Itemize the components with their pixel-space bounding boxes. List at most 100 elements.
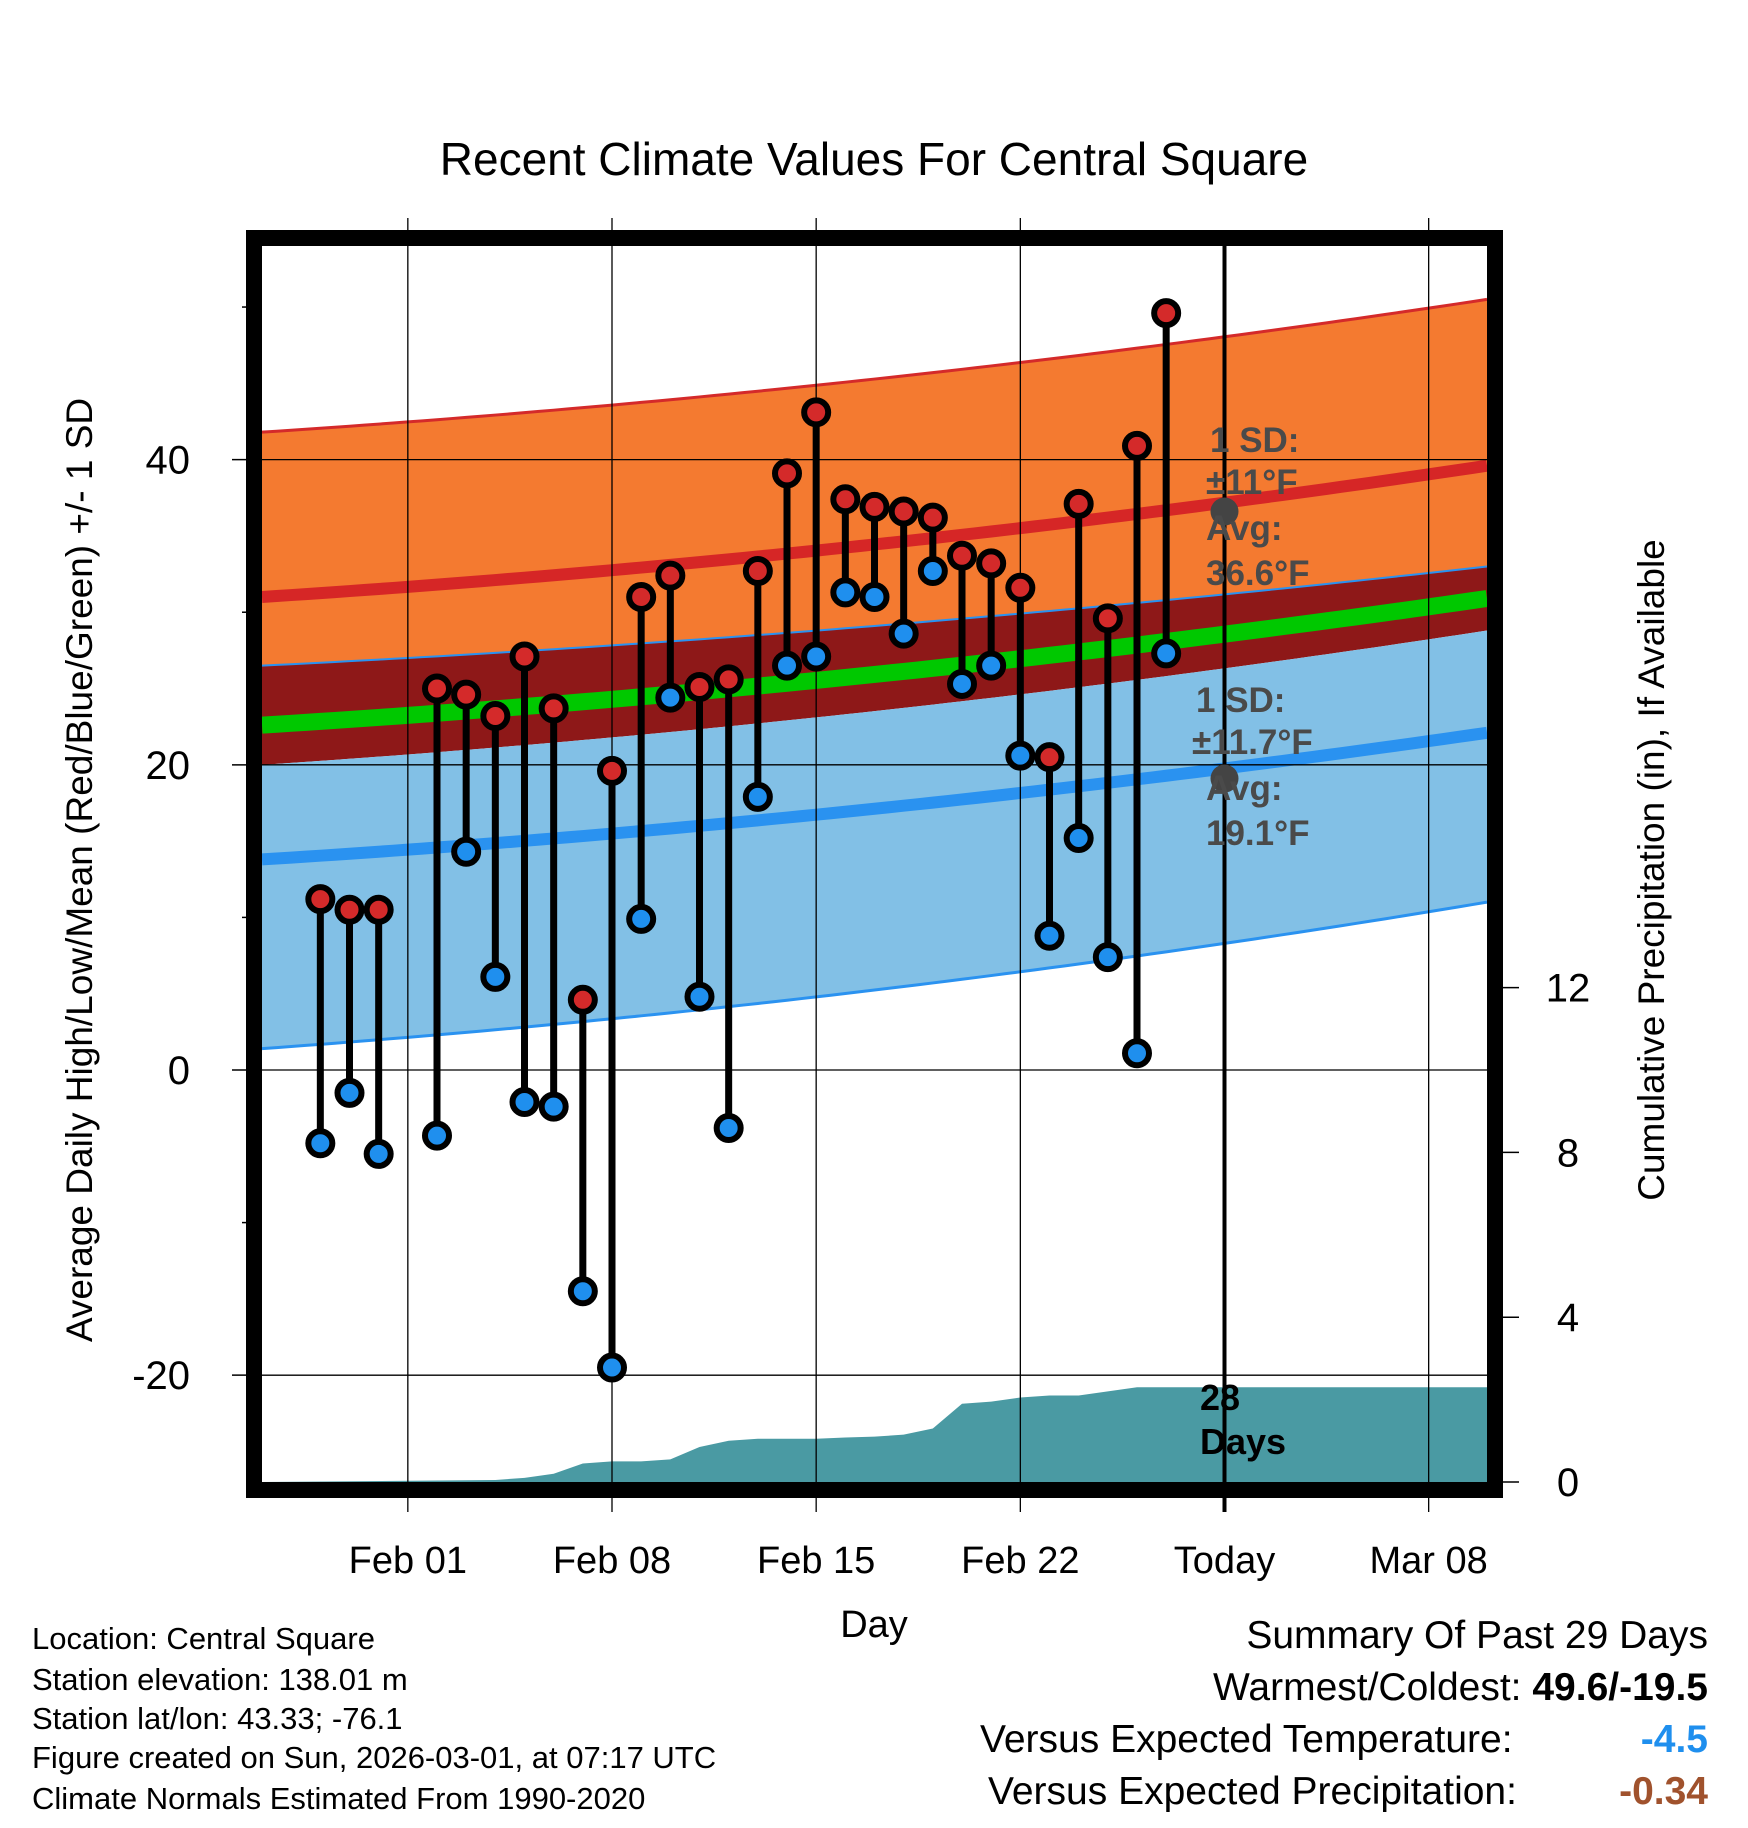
high-point [626, 581, 657, 612]
low-point [1034, 920, 1065, 951]
high-point [334, 894, 365, 925]
footer-latlon: Station lat/lon: 43.33; -76.1 [32, 1701, 403, 1736]
x-tick-label: Today [1174, 1540, 1275, 1582]
y2-tick-label: 12 [1546, 967, 1591, 1011]
footer-location: Location: Central Square [32, 1621, 375, 1656]
y2-axis-label: Cumulative Precipitation (in), If Availa… [1631, 539, 1672, 1201]
y-tick-label: -20 [132, 1354, 190, 1398]
summary-warmest: Warmest/Coldest: 49.6/-19.5 [1213, 1666, 1708, 1710]
x-tick-label: Feb 08 [553, 1540, 671, 1582]
high-point [480, 700, 511, 731]
low-sd-label: 1 SD: [1196, 681, 1285, 720]
high-point [684, 671, 715, 702]
footer-elevation: Station elevation: 138.01 m [32, 1662, 408, 1697]
high-point [772, 458, 802, 489]
low-point [451, 836, 482, 867]
high-point [1005, 572, 1036, 603]
low-point [772, 650, 802, 681]
y-tick-label: 0 [168, 1049, 190, 1093]
low-point [509, 1087, 540, 1118]
y-tick-label: 20 [146, 744, 191, 788]
x-tick-label: Feb 22 [961, 1540, 1079, 1582]
chart-title: Recent Climate Values For Central Square [440, 133, 1308, 185]
high-point [1063, 488, 1094, 519]
high-point [742, 556, 773, 587]
days-count: 28 [1200, 1377, 1240, 1418]
low-point [888, 618, 919, 649]
high-avg-value: 36.6°F [1206, 554, 1310, 593]
low-point [713, 1112, 744, 1143]
y2-tick-label: 0 [1557, 1461, 1579, 1505]
high-avg-label: Avg: [1206, 509, 1282, 548]
low-point [684, 981, 715, 1012]
y2-tick-label: 8 [1557, 1131, 1579, 1175]
high-point [1122, 430, 1152, 461]
high-point [917, 502, 948, 533]
low-point [859, 581, 890, 612]
summary-precip-value: -0.34 [1619, 1770, 1708, 1813]
low-point [1092, 942, 1123, 973]
days-word: Days [1200, 1421, 1286, 1462]
low-point [742, 781, 773, 812]
low-point [480, 961, 511, 992]
high-point [363, 894, 394, 925]
low-point [363, 1138, 394, 1169]
high-point [305, 884, 336, 915]
y-tick-label: 40 [146, 439, 191, 483]
x-axis-label: Day [840, 1604, 908, 1646]
high-point [859, 491, 890, 522]
high-sd-value: ±11°F [1206, 463, 1298, 502]
low-sd-value: ±11.7°F [1192, 723, 1313, 762]
high-point [538, 693, 569, 724]
daily-series [305, 298, 1182, 1383]
low-point [567, 1276, 598, 1307]
high-point [1092, 603, 1123, 634]
normal-bands [261, 297, 1489, 1051]
low-point [976, 650, 1007, 681]
mean-band [262, 566, 1487, 765]
low-point [947, 668, 977, 699]
y2-tick-label: 4 [1557, 1296, 1579, 1340]
y-axis-label: Average Daily High/Low/Mean (Red/Blue/Gr… [59, 398, 100, 1342]
high-point [655, 560, 686, 591]
high-point [1151, 298, 1182, 329]
x-tick-label: Feb 01 [349, 1540, 467, 1582]
high-point [888, 496, 919, 527]
summary-title: Summary Of Past 29 Days [1246, 1614, 1708, 1657]
low-point [917, 556, 948, 587]
high-point [597, 755, 627, 786]
x-tick-label: Feb 15 [757, 1540, 875, 1582]
low-sd-band [262, 630, 1487, 1049]
plot-border [246, 230, 1503, 1498]
low-point [422, 1120, 452, 1151]
high-band-upper-edge [261, 297, 1488, 434]
low-point [597, 1352, 627, 1383]
low-point [1063, 823, 1094, 854]
high-point [567, 984, 598, 1015]
high-point [422, 673, 452, 704]
low-avg-label: Avg: [1206, 769, 1282, 808]
summary-warmest-label: Warmest/Coldest: [1213, 1666, 1522, 1709]
high-point [713, 664, 744, 695]
low-avg-value: 19.1°F [1206, 814, 1310, 853]
high-point [509, 641, 540, 672]
high-band-lower-edge [261, 565, 1488, 667]
high-point [801, 397, 832, 428]
low-point [1151, 638, 1182, 669]
low-avg-marker [1210, 764, 1239, 793]
low-point [334, 1077, 365, 1108]
high-point [1034, 742, 1065, 773]
high-point [451, 679, 482, 710]
summary-temp-label: Versus Expected Temperature: [980, 1718, 1513, 1761]
low-point [1005, 740, 1036, 771]
low-point [655, 682, 686, 713]
low-point [538, 1091, 569, 1122]
low-point [305, 1128, 336, 1159]
high-point [976, 548, 1007, 579]
high-point [830, 484, 861, 515]
footer-normals: Climate Normals Estimated From 1990-2020 [32, 1781, 646, 1816]
high-point [947, 540, 977, 571]
high-avg-marker [1210, 497, 1239, 526]
precip-area [262, 1387, 1487, 1482]
